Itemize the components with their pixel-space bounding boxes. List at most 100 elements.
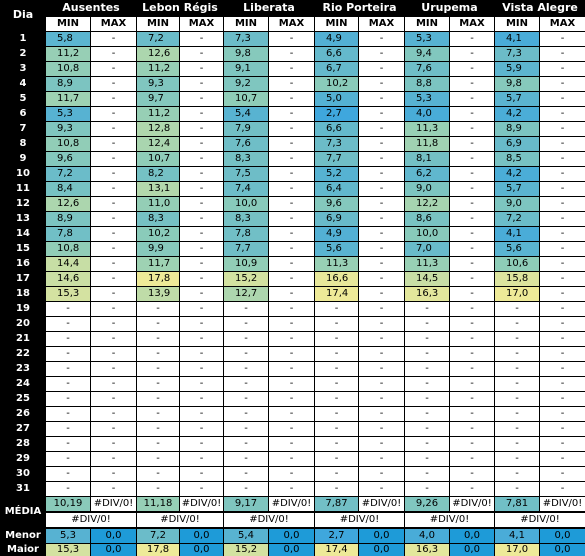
min-value: 2,7 — [315, 107, 358, 121]
min-value: 9,3 — [46, 122, 90, 136]
max-empty: - — [540, 332, 585, 346]
max-empty: - — [450, 287, 494, 301]
max-empty: - — [269, 272, 314, 286]
max-empty: - — [359, 242, 404, 256]
min-value: 10,9 — [224, 257, 268, 271]
max-empty: - — [180, 212, 223, 226]
menor-max: 0,0 — [450, 529, 494, 543]
menor-max: 0,0 — [269, 529, 314, 543]
header-max: MAX — [540, 17, 585, 31]
max-empty: - — [180, 242, 223, 256]
max-empty: - — [91, 362, 136, 376]
day-number: 25 — [16, 393, 30, 404]
max-empty: - — [359, 182, 404, 196]
max-empty: - — [91, 212, 136, 226]
min-value: 11,2 — [137, 107, 179, 121]
min-value: 5,3 — [405, 92, 449, 106]
min-value: 8,3 — [137, 212, 179, 226]
max-empty: - — [180, 272, 223, 286]
min-value: 8,1 — [405, 152, 449, 166]
min-empty: - — [46, 377, 90, 391]
max-empty: - — [269, 362, 314, 376]
max-empty: - — [91, 92, 136, 106]
day-number: 27 — [16, 423, 30, 434]
min-empty: - — [315, 482, 358, 496]
min-value: 8,8 — [405, 77, 449, 91]
max-empty: - — [450, 92, 494, 106]
header-min: MIN — [224, 17, 268, 31]
min-empty: - — [224, 467, 268, 481]
max-empty: - — [540, 407, 585, 421]
max-empty: - — [540, 272, 585, 286]
min-value: 6,4 — [315, 182, 358, 196]
max-empty: - — [450, 212, 494, 226]
max-empty: - — [180, 167, 223, 181]
max-empty: - — [91, 377, 136, 391]
min-value: 11,7 — [137, 257, 179, 271]
min-value: 10,0 — [224, 197, 268, 211]
day-number: 7 — [19, 123, 27, 134]
max-empty: - — [359, 197, 404, 211]
day-number: 10 — [16, 168, 30, 179]
max-empty: - — [450, 347, 494, 361]
max-empty: - — [450, 137, 494, 151]
min-value: 12,6 — [46, 197, 90, 211]
min-value: 12,6 — [137, 47, 179, 61]
media-max: #DIV/0! — [180, 497, 223, 511]
min-empty: - — [46, 452, 90, 466]
header-min: MIN — [495, 17, 539, 31]
max-empty: - — [91, 152, 136, 166]
min-empty: - — [137, 452, 179, 466]
max-empty: - — [450, 482, 494, 496]
max-empty: - — [359, 452, 404, 466]
max-empty: - — [540, 137, 585, 151]
min-empty: - — [495, 377, 539, 391]
min-empty: - — [224, 392, 268, 406]
min-empty: - — [315, 392, 358, 406]
max-empty: - — [180, 32, 223, 46]
min-value: 8,3 — [224, 152, 268, 166]
max-empty: - — [180, 197, 223, 211]
day-number: 31 — [16, 483, 30, 494]
day-number: 13 — [16, 213, 30, 224]
min-empty: - — [137, 392, 179, 406]
max-empty: - — [359, 392, 404, 406]
max-empty: - — [91, 332, 136, 346]
min-empty: - — [405, 332, 449, 346]
day-number: 26 — [16, 408, 30, 419]
max-empty: - — [269, 332, 314, 346]
min-empty: - — [405, 377, 449, 391]
maior-max: 0,0 — [540, 544, 585, 556]
max-empty: - — [269, 212, 314, 226]
min-value: 13,9 — [137, 287, 179, 301]
max-empty: - — [91, 467, 136, 481]
max-empty: - — [269, 137, 314, 151]
max-empty: - — [540, 197, 585, 211]
max-empty: - — [269, 227, 314, 241]
min-value: 5,6 — [495, 242, 539, 256]
day-number: 14 — [16, 228, 30, 239]
min-value: 9,4 — [405, 47, 449, 61]
max-empty: - — [180, 302, 223, 316]
max-empty: - — [269, 392, 314, 406]
max-empty: - — [359, 332, 404, 346]
max-empty: - — [359, 62, 404, 76]
day-number: 28 — [16, 438, 30, 449]
day-number: 9 — [19, 153, 27, 164]
menor-max: 0,0 — [91, 529, 136, 543]
max-empty: - — [180, 347, 223, 361]
min-value: 9,2 — [224, 77, 268, 91]
min-empty: - — [46, 347, 90, 361]
max-empty: - — [540, 257, 585, 271]
max-empty: - — [180, 482, 223, 496]
day-number: 16 — [16, 258, 30, 269]
header-max: MAX — [269, 17, 314, 31]
min-value: 8,4 — [46, 182, 90, 196]
min-empty: - — [315, 362, 358, 376]
min-value: 11,3 — [315, 257, 358, 271]
min-value: 6,9 — [315, 212, 358, 226]
menor-min: 5,4 — [224, 529, 268, 543]
max-empty: - — [359, 347, 404, 361]
min-value: 5,6 — [315, 242, 358, 256]
min-value: 6,9 — [495, 137, 539, 151]
